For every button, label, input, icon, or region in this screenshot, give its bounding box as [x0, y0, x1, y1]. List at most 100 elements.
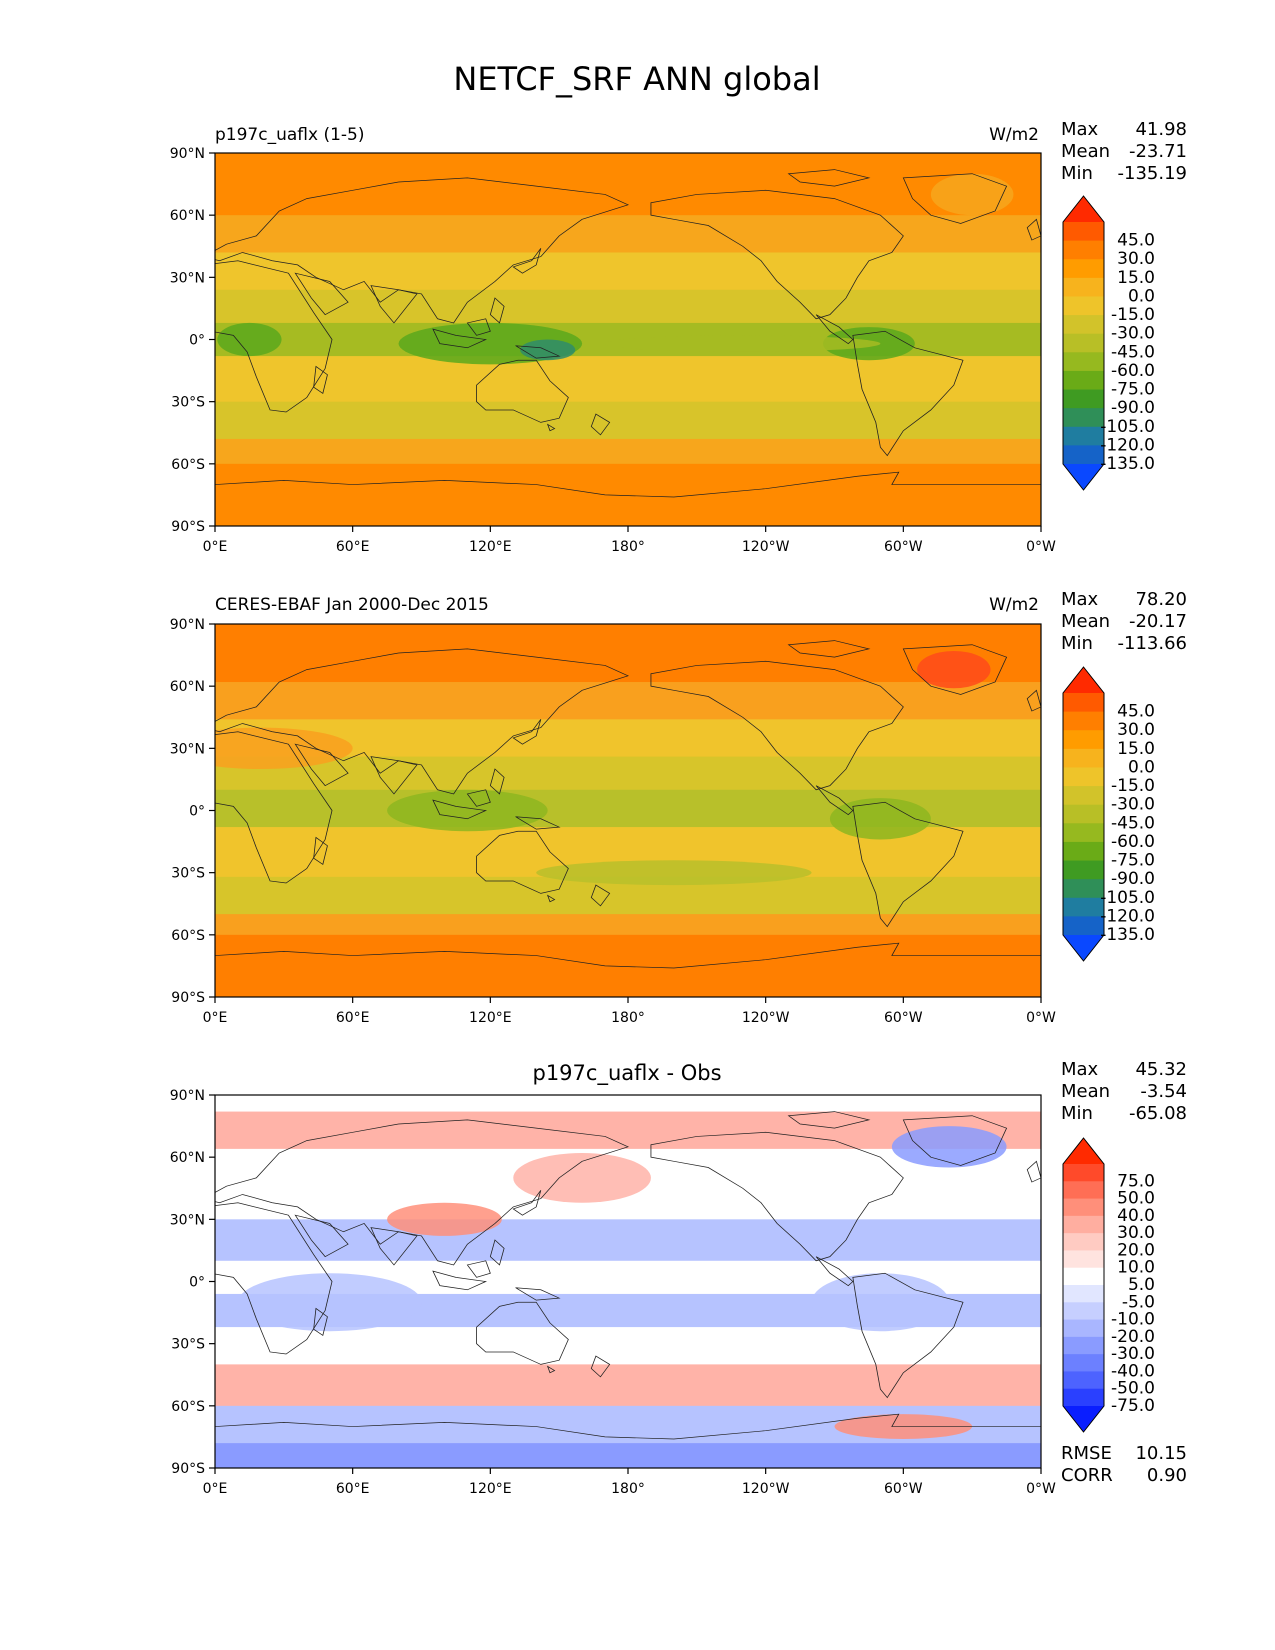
colorbar-segment [1063, 1198, 1104, 1217]
lat-tick-label: 30°S [171, 1337, 205, 1353]
colorbar-tick-label: -135.0 [1100, 925, 1155, 945]
colorbar-segment [1063, 222, 1104, 242]
colorbar-tick-label: 10.0 [1117, 1258, 1155, 1278]
colorbar-tick-label: -30.0 [1111, 324, 1155, 344]
lat-tick-label: 90°N [170, 617, 205, 633]
colorbar-segment [1063, 1388, 1104, 1407]
contour-region [217, 322, 282, 357]
colorbar-tick-label: -10.0 [1111, 1310, 1155, 1330]
colorbar-tick-label: -105.0 [1100, 417, 1155, 437]
stat-max-value: 41.98 [1135, 119, 1187, 140]
colorbar-tick-label: -20.0 [1111, 1327, 1155, 1347]
lat-tick-label: 90°S [171, 990, 205, 1006]
contour-band [215, 1095, 1041, 1113]
colorbar-tick-label: -45.0 [1111, 342, 1155, 362]
colorbar-outline [1062, 195, 1105, 491]
colorbar-tick-label: 45.0 [1117, 702, 1155, 722]
colorbar-segment [1063, 1285, 1104, 1303]
panel-test-left-title: p197c_uaflx (1-5) [215, 125, 364, 145]
colorbar-tick-label: -15.0 [1111, 305, 1155, 325]
contour-region [605, 335, 881, 352]
colorbar-tick-label: 45.0 [1117, 231, 1155, 251]
colorbar-tick-label: -60.0 [1111, 832, 1155, 852]
lat-tick-label: 60°S [171, 1399, 205, 1415]
colorbar-tick-label: 50.0 [1117, 1189, 1155, 1209]
contour-region [520, 339, 576, 361]
colorbar-segment [1063, 804, 1104, 824]
contour-region [387, 1202, 502, 1236]
stat-mean-label: Mean [1061, 611, 1110, 632]
panel-test-colorbar: 45.030.015.00.0-15.0-30.0-45.0-60.0-75.0… [1062, 195, 1155, 491]
colorbar-tick-label: -75.0 [1111, 851, 1155, 871]
colorbar-outline [1062, 1137, 1105, 1433]
colorbar-tick-label: 75.0 [1117, 1171, 1155, 1191]
colorbar-tick-label: 0.0 [1128, 757, 1155, 777]
colorbar-segment [1063, 333, 1104, 353]
colorbar-segment [1063, 389, 1104, 409]
contour-region [829, 798, 931, 840]
lat-tick-label: 30°N [170, 741, 205, 757]
colorbar-tick-label: -60.0 [1111, 361, 1155, 381]
colorbar-segment [1063, 748, 1104, 768]
stat-max-value: 45.32 [1135, 1059, 1187, 1080]
colorbar-segment [1063, 1371, 1104, 1390]
panel-reference-lat-ticks: 90°N 60°N 30°N 0° 30°S 60°S 90°S [170, 617, 215, 1006]
lon-tick-label: 0°E [203, 1481, 228, 1497]
lat-tick-label: 90°N [170, 1088, 205, 1104]
contour-band [215, 463, 1041, 526]
colorbar-tick-label: -40.0 [1111, 1361, 1155, 1381]
panel-reference-colorbar: 45.030.015.00.0-15.0-30.0-45.0-60.0-75.0… [1062, 666, 1155, 962]
colorbar-segment [1063, 315, 1104, 335]
colorbar-segment [1063, 730, 1104, 750]
lat-tick-label: 0° [189, 1275, 205, 1291]
colorbar-extend-max [1063, 1138, 1104, 1164]
lon-tick-label: 60°E [336, 539, 370, 555]
contour-band [215, 153, 1041, 216]
stat-rmse-label: RMSE [1061, 1443, 1112, 1464]
contour-band [215, 934, 1041, 997]
colorbar-tick-label: 0.0 [1128, 286, 1155, 306]
lat-tick-label: 30°S [171, 866, 205, 882]
contour-region [215, 727, 353, 770]
colorbar-segment [1063, 1336, 1104, 1355]
panel-reference: CERES-EBAF Jan 2000-Dec 2015 W/m2 Max 78… [170, 589, 1187, 1026]
stat-mean-label: Mean [1061, 1081, 1110, 1102]
lat-tick-label: 60°N [170, 679, 205, 695]
contour-band [215, 215, 1041, 253]
figure-title: NETCF_SRF ANN global [453, 60, 820, 98]
colorbar-tick-label: -75.0 [1111, 1396, 1155, 1416]
colorbar-segment [1063, 370, 1104, 391]
colorbar-tick-label: 30.0 [1117, 1223, 1155, 1243]
colorbar-tick-label: -90.0 [1111, 398, 1155, 418]
colorbar-segment [1063, 879, 1104, 899]
colorbar-tick-label: -120.0 [1100, 906, 1155, 926]
colorbar-segment [1063, 1233, 1104, 1251]
panel-test-units: W/m2 [989, 125, 1039, 145]
lon-tick-label: 120°E [469, 539, 512, 555]
panel-difference-stats: Max 45.32 Mean -3.54 Min -65.08 RMSE 10.… [1061, 1059, 1187, 1486]
colorbar-extend-max [1063, 196, 1104, 222]
contour-band [215, 624, 1041, 683]
contour-band [215, 914, 1041, 936]
colorbar-tick-label: -90.0 [1111, 869, 1155, 889]
colorbar-segment [1063, 916, 1104, 936]
lon-tick-label: 180° [611, 1481, 645, 1497]
lon-tick-label: 180° [611, 539, 645, 555]
contour-band [215, 1443, 1041, 1468]
colorbar-segment [1063, 1267, 1104, 1286]
contour-band [215, 682, 1041, 720]
colorbar-segment [1063, 445, 1104, 465]
panel-test-stats: Max 41.98 Mean -23.71 Min -135.19 [1061, 119, 1187, 184]
colorbar-tick-label: 30.0 [1117, 249, 1155, 269]
contour-region [917, 650, 991, 689]
colorbar-tick-label: -75.0 [1111, 380, 1155, 400]
lat-tick-label: 90°N [170, 146, 205, 162]
colorbar-segment [1063, 1354, 1104, 1372]
stat-max-label: Max [1061, 1059, 1099, 1080]
lon-tick-label: 0°E [203, 1010, 228, 1026]
stat-mean-label: Mean [1061, 141, 1110, 162]
stat-rmse-value: 10.15 [1135, 1443, 1187, 1464]
stat-min-value: -65.08 [1129, 1103, 1187, 1124]
lon-tick-label: 120°E [469, 1481, 512, 1497]
contour-band [215, 1219, 1041, 1262]
